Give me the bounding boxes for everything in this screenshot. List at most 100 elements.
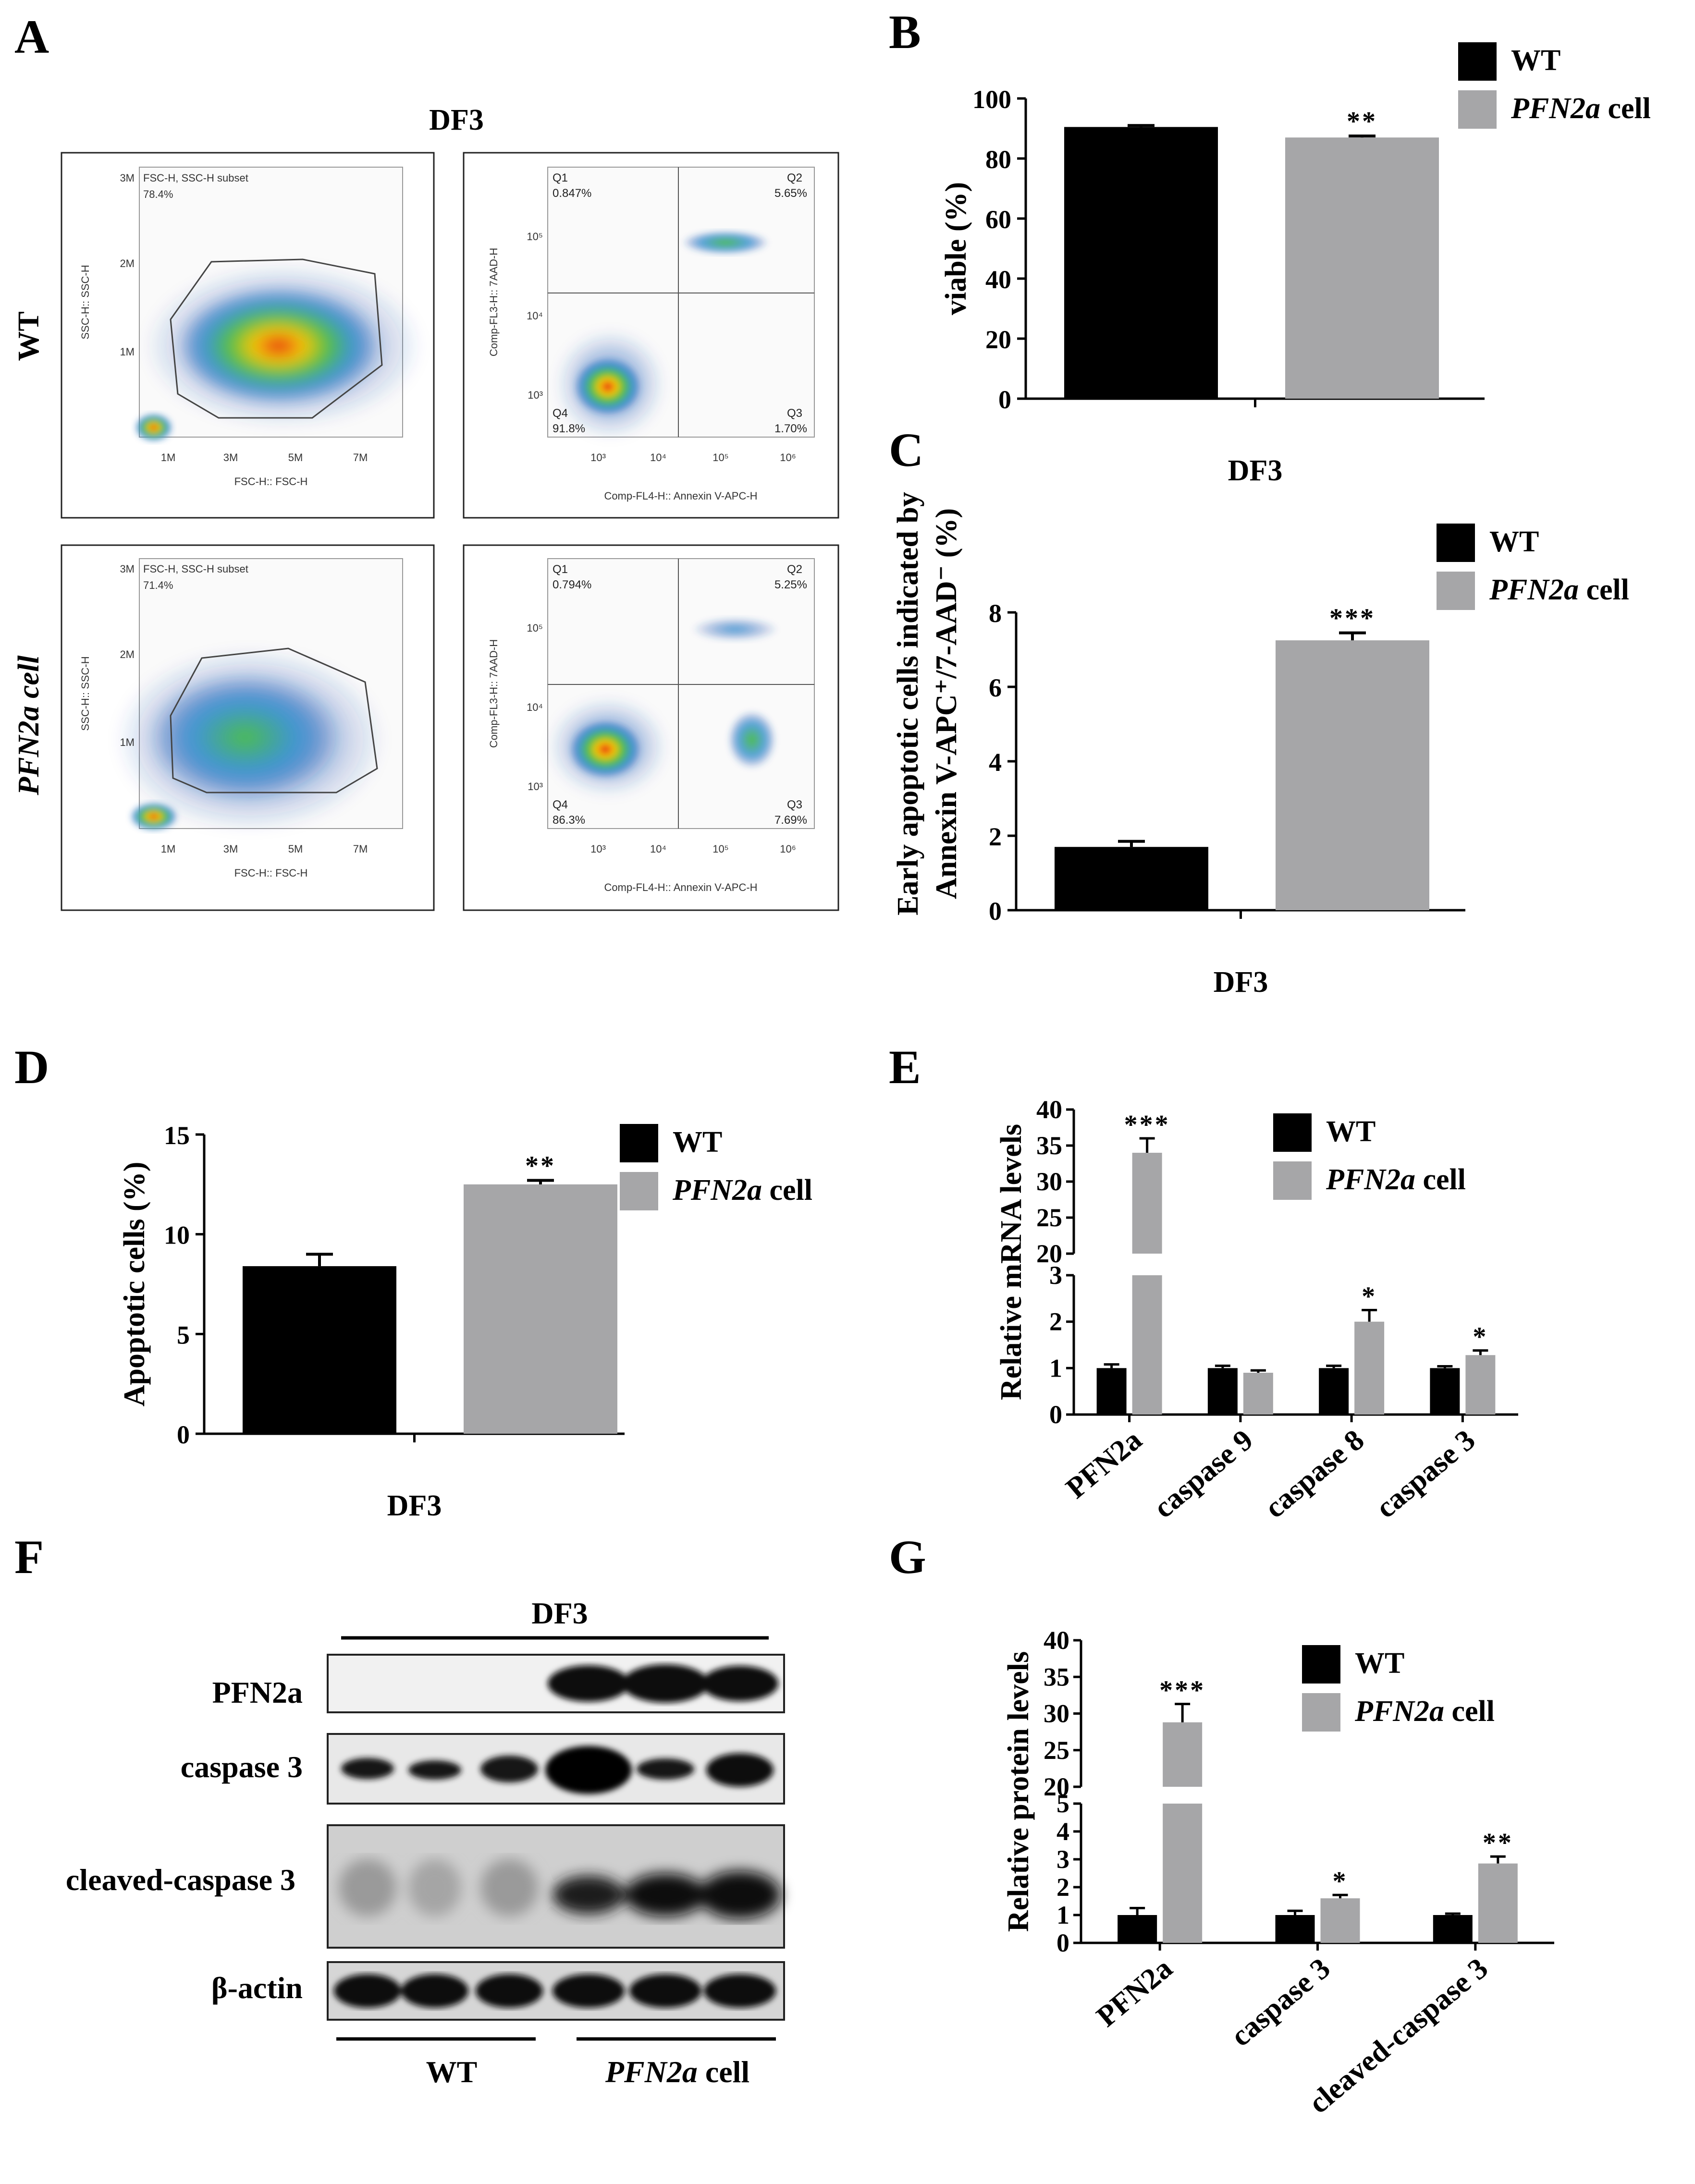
xtick: 3M: [223, 843, 238, 855]
bar-pfn2a: [1276, 640, 1429, 910]
q3-label: Q3: [787, 798, 802, 811]
bar-wt: [1118, 1915, 1157, 1943]
blot-row-label: caspase 3: [181, 1750, 303, 1784]
ytick-label: 4: [989, 748, 1002, 777]
significance-mark: ***: [1329, 604, 1376, 634]
bar-pfn2a: [1465, 1355, 1496, 1415]
ytick-label: 5: [1056, 1789, 1069, 1818]
bar-pfn2a: [464, 1184, 617, 1434]
legend-italic: PFN2a: [1489, 573, 1579, 606]
bar-pfn2a-upper: [1132, 1153, 1162, 1254]
xtick: 10⁵: [712, 843, 729, 855]
ytick-label: 15: [164, 1121, 190, 1150]
ytick: 3M: [120, 563, 135, 575]
gate-percent: 71.4%: [143, 579, 173, 591]
q2-percent: 5.25%: [774, 578, 807, 591]
q2-label: Q2: [787, 563, 802, 576]
panel-label-f: F: [14, 1530, 44, 1584]
category-label: caspase 9: [1148, 1424, 1259, 1525]
xtick: 5M: [288, 843, 303, 855]
panel-label-c: C: [889, 423, 923, 476]
legend-swatch-pfn2a: [620, 1172, 658, 1210]
bar-wt: [1055, 847, 1208, 910]
ytick-label: 0: [1056, 1928, 1069, 1957]
bands: [341, 1746, 774, 1794]
quadrant-ylabel: Comp-FL3-H:: 7AAD-H: [488, 248, 500, 356]
row-label-wt: WT: [12, 311, 45, 361]
significance-mark: *: [1333, 1867, 1348, 1896]
panel-a: A DF3 WT PFN2a cell FSC-H, SSC-H subset …: [12, 10, 839, 911]
quadrant-ylabel: Comp-FL3-H:: 7AAD-H: [488, 639, 500, 748]
band: [622, 1664, 709, 1703]
category-label: PFN2a: [1060, 1424, 1148, 1505]
ytick-label: 25: [1044, 1736, 1069, 1765]
scatter-ylabel: SSC-H:: SSC-H: [79, 656, 91, 731]
bar-wt: [1064, 127, 1218, 399]
q1-percent: 0.847%: [553, 187, 591, 200]
fc-row-pfn2a: FSC-H, SSC-H subset 71.4% 3M 2M 1M 1M 3M…: [61, 544, 839, 911]
legend-swatch-wt: [1437, 524, 1475, 562]
legend-swatch-wt: [1458, 42, 1497, 81]
gate-percent: 78.4%: [143, 188, 173, 200]
ytick: 1M: [120, 736, 135, 748]
legend-label-wt: WT: [673, 1126, 722, 1159]
quadrant-xlabel: Comp-FL4-H:: Annexin V-APC-H: [604, 881, 757, 893]
gate-label: FSC-H, SSC-H subset: [143, 172, 248, 184]
group-label-wt: WT: [426, 2055, 478, 2089]
bands: [548, 1664, 778, 1703]
band: [341, 1758, 394, 1779]
density-core: [178, 288, 380, 403]
ytick: 10⁵: [527, 231, 543, 243]
ytick-label: 20: [985, 325, 1011, 354]
ytick-label: 100: [972, 85, 1011, 114]
ytick-label: 40: [1036, 1095, 1062, 1124]
significance-mark: **: [1347, 107, 1377, 136]
ytick-label: 30: [1044, 1699, 1069, 1728]
ytick-label: 40: [985, 265, 1011, 294]
debris-cluster: [130, 802, 178, 831]
density-core: [574, 358, 641, 415]
ytick-label: 30: [1036, 1167, 1062, 1196]
scatter-ylabel: SSC-H:: SSC-H: [79, 265, 91, 339]
xtick: 10⁴: [650, 843, 666, 855]
legend-label-pfn2a: PFN2a cell: [1511, 92, 1651, 125]
legend-label-pfn2a: PFN2a cell: [1354, 1695, 1495, 1728]
q1-percent: 0.794%: [553, 578, 591, 591]
gate-polygon: [170, 258, 383, 419]
legend-suffix: cell: [1579, 573, 1629, 606]
ytick: 10³: [528, 389, 543, 401]
band: [476, 1974, 543, 2008]
q3-label: Q3: [787, 407, 802, 420]
ytick-label: 20: [1044, 1772, 1069, 1801]
bar-wt: [243, 1266, 396, 1434]
q4-label: Q4: [553, 407, 568, 420]
ytick-label: 40: [1044, 1626, 1069, 1655]
q1-label: Q1: [553, 171, 568, 184]
ytick-label: 4: [1056, 1817, 1069, 1846]
q2-percent: 5.65%: [774, 187, 807, 200]
q4-percent: 86.3%: [553, 814, 585, 827]
category-label: caspase 8: [1259, 1424, 1370, 1525]
ytick-label: 6: [989, 673, 1002, 702]
bar-pfn2a: [1354, 1321, 1385, 1415]
bar-wt: [1319, 1368, 1349, 1415]
late-apoptotic-cluster: [682, 231, 769, 255]
ytick-label: 60: [985, 205, 1011, 234]
q1-label: Q1: [553, 563, 568, 576]
bar-pfn2a-upper: [1163, 1722, 1203, 1787]
xtick: 3M: [223, 451, 238, 464]
legend-label-wt: WT: [1326, 1115, 1376, 1148]
bar-pfn2a: [1285, 137, 1439, 399]
ytick-label: 5: [177, 1320, 190, 1349]
ytick-label: 1: [1056, 1901, 1069, 1929]
q2-label: Q2: [787, 171, 802, 184]
legend-suffix: cell: [1444, 1695, 1495, 1728]
significance-mark: **: [1483, 1828, 1513, 1858]
ytick-label: 25: [1036, 1203, 1062, 1232]
legend-label-wt: WT: [1489, 525, 1539, 558]
category-label: caspase 3: [1370, 1424, 1481, 1525]
significance-mark: ***: [1159, 1676, 1205, 1706]
band: [629, 1974, 701, 2008]
band: [480, 1756, 538, 1782]
